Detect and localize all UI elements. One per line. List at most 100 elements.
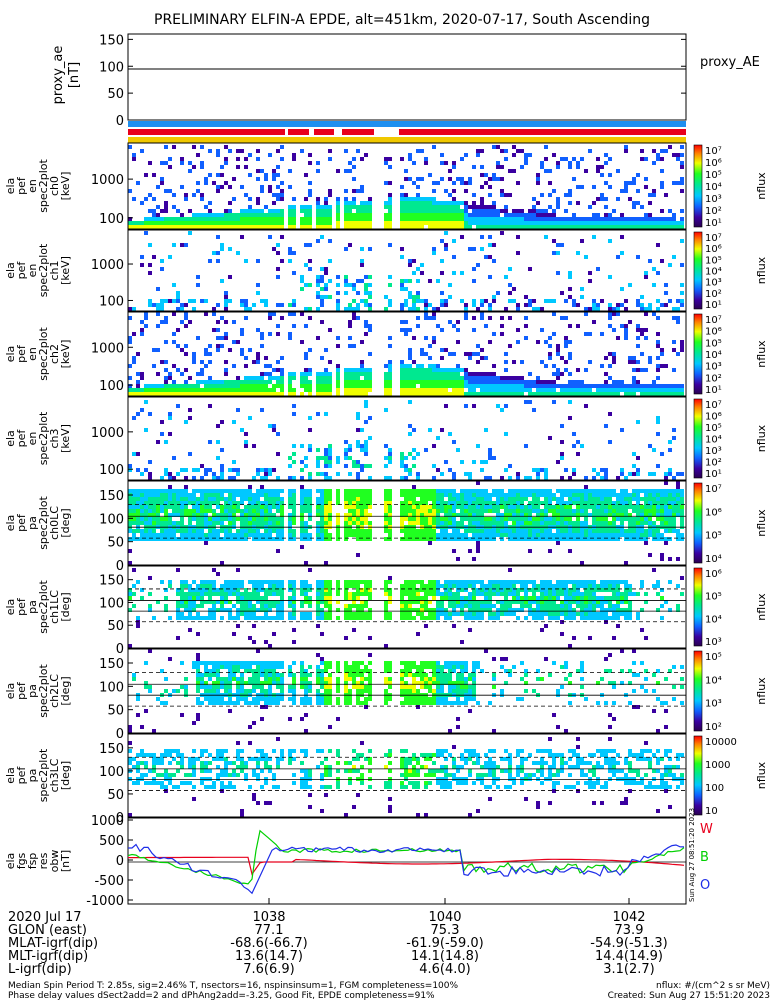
spectrogram-cell [480, 529, 484, 533]
colorbar [693, 231, 703, 310]
spectrogram-cell [348, 584, 352, 588]
spectrogram-cell [536, 476, 540, 480]
spectrogram-cell [532, 217, 536, 221]
spectrogram-cell [188, 493, 192, 497]
spectrogram-cell [592, 493, 596, 497]
spectrogram-cell [548, 181, 552, 185]
spectrogram-cell [344, 217, 348, 221]
spectrogram-cell [212, 312, 216, 316]
spectrogram-cell [416, 316, 420, 320]
spectrogram-cell [180, 217, 184, 221]
spectrogram-cell [248, 592, 252, 596]
spectrogram-cell [452, 497, 456, 501]
spectrogram-cell [200, 533, 204, 537]
spectrogram-cell [420, 604, 424, 608]
spectrogram-cell [412, 205, 416, 209]
spectrogram-cell [336, 501, 340, 505]
spectrogram-cell [600, 221, 604, 225]
spectrogram-cell [540, 360, 544, 364]
spectrogram-cell [328, 149, 332, 153]
spectrogram-cell [164, 340, 168, 344]
spectrogram-cell [412, 307, 416, 311]
spectrogram-cell [456, 201, 460, 205]
spectrogram-cell [268, 468, 272, 472]
spectrogram-cell [308, 384, 312, 388]
spectrogram-cell [176, 529, 180, 533]
spectrogram-cell [324, 533, 328, 537]
spectrogram-cell [660, 537, 664, 541]
spectrogram-cell [648, 517, 652, 521]
spectrogram-cell [276, 149, 280, 153]
spectrogram-cell [148, 513, 152, 517]
spectrogram-cell [416, 364, 420, 368]
spectrogram-cell [316, 604, 320, 608]
spectrogram-cell [408, 588, 412, 592]
spectrogram-cell [344, 456, 348, 460]
spectrogram-cell [180, 392, 184, 396]
spectrogram-cell [232, 497, 236, 501]
spectrogram-cell [568, 489, 572, 493]
spectrogram-cell [236, 149, 240, 153]
spectrogram-cell [256, 521, 260, 525]
spectrogram-cell [220, 221, 224, 225]
spectrogram-cell [176, 489, 180, 493]
spectrogram-cell [248, 533, 252, 537]
spectrogram-cell [460, 537, 464, 541]
spectrogram-cell [280, 225, 284, 229]
spectrogram-cell [292, 588, 296, 592]
spectrogram-cell [224, 307, 228, 311]
spectrogram-cell [336, 537, 340, 541]
spectrogram-cell [164, 145, 168, 149]
spectrogram-cell [452, 472, 456, 476]
spectrogram-cell [592, 489, 596, 493]
spectrogram-cell [316, 283, 320, 287]
spectrogram-cell [320, 616, 324, 620]
spectrogram-cell [612, 537, 616, 541]
spectrogram-cell [160, 307, 164, 311]
spectrogram-cell [492, 205, 496, 209]
spectrogram-cell [288, 372, 292, 376]
spectrogram-cell [320, 632, 324, 636]
spectrogram-cell [604, 517, 608, 521]
spectrogram-cell [336, 201, 340, 205]
spectrogram-cell [228, 209, 232, 213]
spectrogram-cell [432, 612, 436, 616]
spectrogram-cell [364, 493, 368, 497]
spectrogram-cell [656, 243, 660, 247]
spectrogram-cell [552, 380, 556, 384]
spectrogram-cell [476, 604, 480, 608]
spectrogram-cell [428, 279, 432, 283]
spectrogram-cell [592, 509, 596, 513]
spectrogram-cell [532, 197, 536, 201]
spectrogram-ylabel: [keV] [59, 172, 72, 201]
spectrogram-cell [236, 468, 240, 472]
spectrogram-cell [288, 521, 292, 525]
spectrogram-cell [512, 384, 516, 388]
spectrogram-cell [496, 291, 500, 295]
spectrogram-cell [316, 612, 320, 616]
spectrogram-cell [512, 217, 516, 221]
spectrogram-cell [240, 348, 244, 352]
spectrogram-cell [652, 267, 656, 271]
spectrogram-cell [232, 380, 236, 384]
spectrogram-cell [404, 529, 408, 533]
spectrogram-cell [200, 596, 204, 600]
spectrogram-cell [484, 213, 488, 217]
spectrogram-cell [476, 307, 480, 311]
spectrogram-cell [364, 600, 368, 604]
spectrogram-cell [556, 217, 560, 221]
spectrogram-cell [240, 388, 244, 392]
spectrogram-cell [164, 217, 168, 221]
spectrogram-cell [468, 608, 472, 612]
spectrogram-cell [456, 557, 460, 561]
spectrogram-cell [260, 588, 264, 592]
spectrogram-cell [320, 584, 324, 588]
spectrogram-cell [576, 201, 580, 205]
spectrogram-cell [432, 340, 436, 344]
spectrogram-cell [368, 416, 372, 420]
spectrogram-cell [404, 608, 408, 612]
spectrogram-cell [452, 501, 456, 505]
spectrogram-cell [152, 509, 156, 513]
spectrogram-cell [472, 513, 476, 517]
spectrogram-ylabel: ela [4, 430, 17, 447]
